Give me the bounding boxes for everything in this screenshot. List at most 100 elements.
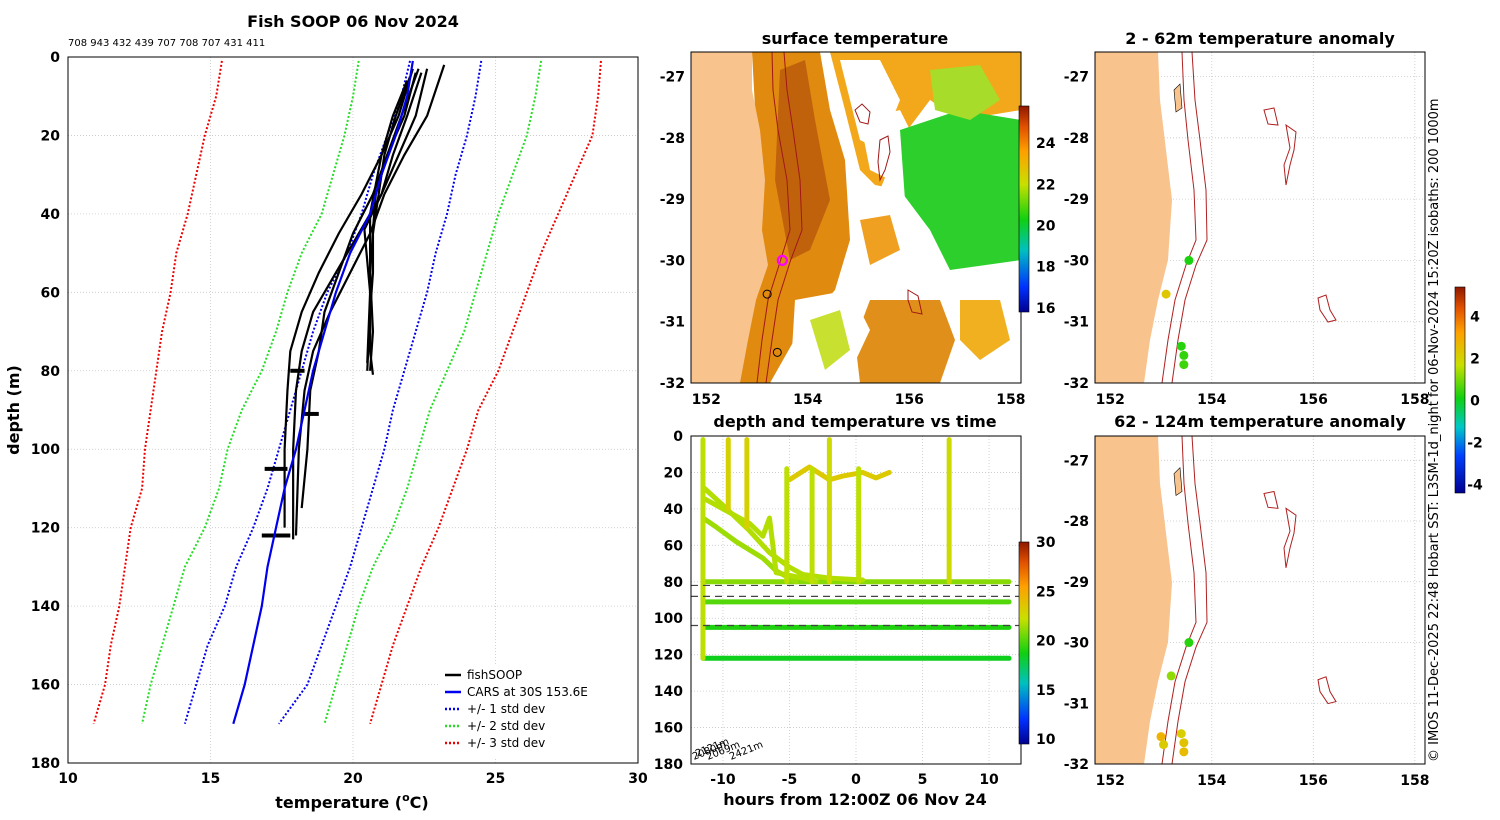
anomaly-shallow-land [1095, 52, 1172, 383]
anomaly-shallow-ytick-label: -28 [1064, 131, 1089, 147]
profile-ytick-label: 0 [50, 50, 60, 66]
legend-label-std3: +/- 3 std dev [467, 736, 545, 750]
profile-xtick-label: 15 [201, 771, 220, 787]
sst-seamount-1 [854, 103, 871, 125]
sst-colorbar-tick-label: 16 [1036, 301, 1055, 317]
ts-xtick-label: -10 [710, 772, 736, 788]
sst-panel: surface temperature [660, 29, 1056, 408]
timeseries-colorbar [1018, 541, 1030, 745]
profile-ylabel: depth (m) [4, 365, 23, 455]
profile-ytick-label: 40 [41, 207, 61, 223]
sst-ytick-label: -28 [660, 131, 685, 147]
sst-colorbar-tick-label: 22 [1036, 177, 1055, 193]
timeseries-panel: depth and temperature vs time -10 -5 0 5 100… [654, 412, 1056, 809]
anomaly-deep-seamount-3 [1317, 676, 1337, 705]
anomaly-shallow-xtick-label: 158 [1400, 392, 1429, 408]
anomaly-shallow-island [1173, 83, 1183, 113]
anomaly-shallow-anomaly-point [1179, 350, 1189, 360]
sst-xtick-label: 158 [996, 392, 1025, 408]
cars-climatology-line [232, 60, 414, 725]
anomaly-shallow-xtick-label: 154 [1197, 392, 1226, 408]
anomaly-deep-anomaly-point [1159, 740, 1169, 750]
sst-colorbar-tick-label: 24 [1036, 136, 1056, 152]
profile-legend: fishSOOP CARS at 30S 153.6E +/- 1 std de… [438, 664, 636, 758]
profile-xtick-label: 30 [628, 771, 648, 787]
std2-minus-line [141, 60, 360, 724]
anomaly-shallow-anomaly-point [1184, 255, 1194, 265]
anomaly-deep-xtick-label: 154 [1197, 773, 1226, 789]
profile-ytick-label: 180 [31, 756, 60, 772]
ts-ytick-label: 0 [673, 429, 683, 445]
std2-plus-line [323, 60, 543, 725]
anomaly-deep-anomaly-point [1179, 738, 1189, 748]
ts-xtick-label: 5 [918, 772, 928, 788]
anomaly-deep-anomaly-point [1184, 638, 1194, 648]
anomaly-deep-ytick-label: -32 [1064, 757, 1089, 773]
anomaly-shallow-ytick-label: -31 [1064, 315, 1089, 331]
profile-title: Fish SOOP 06 Nov 2024 [247, 12, 459, 31]
fishsoop-profile-line [294, 64, 446, 536]
ts-ytick-label: 180 [654, 757, 683, 773]
sst-xtick-label: 156 [895, 392, 924, 408]
ts-ytick-label: 100 [654, 611, 683, 627]
legend-label-std2: +/- 2 std dev [467, 719, 545, 733]
ts-colorbar-tick-label: 15 [1036, 683, 1055, 699]
ts-xtick-label: 10 [979, 772, 999, 788]
profile-ytick-label: 20 [41, 128, 61, 144]
anomaly-deep-seamount-1 [1263, 490, 1279, 509]
anomaly-deep-title: 62 - 124m temperature anomaly [1114, 412, 1406, 431]
sst-ytick-label: -29 [660, 192, 685, 208]
legend-label-fishsoop: fishSOOP [467, 668, 522, 682]
anomaly-shallow-xtick-label: 152 [1096, 392, 1125, 408]
profile-xlabel-end: C) [410, 793, 429, 812]
std1-plus-line [278, 60, 483, 725]
anomaly-colorbar-tick-label: -4 [1467, 478, 1483, 494]
anomaly-shallow-isobath-1000m [1171, 52, 1208, 383]
profile-axes-frame [67, 56, 639, 764]
sst-ytick-label: -32 [660, 376, 685, 392]
anomaly-shallow-seamount-1 [1263, 107, 1279, 126]
anomaly-deep-xtick-label: 152 [1096, 773, 1125, 789]
anomaly-shallow-xtick-label: 156 [1299, 392, 1328, 408]
ts-xtick-label: -5 [782, 772, 798, 788]
sst-seamount-2 [877, 135, 891, 182]
anomaly-colorbar [1454, 286, 1466, 494]
sst-isobath-1000m [765, 52, 803, 383]
ts-ytick-label: 60 [664, 538, 684, 554]
sst-land [691, 52, 768, 383]
anomaly-deep-ytick-label: -28 [1064, 514, 1089, 530]
profile-xlabel-sup: o [402, 791, 410, 804]
sst-profile-marker-1 [776, 254, 788, 267]
sst-ytick-label: -31 [660, 315, 685, 331]
legend-label-std1: +/- 1 std dev [467, 702, 545, 716]
ts-colorbar-tick-label: 25 [1036, 584, 1055, 600]
fishsoop-profile-line [292, 68, 429, 540]
anomaly-deep-ytick-label: -29 [1064, 575, 1089, 591]
profile-ytick-label: 60 [41, 285, 61, 301]
anomaly-shallow-isobath-200m [1161, 52, 1197, 383]
ts-colorbar-tick-label: 20 [1036, 634, 1056, 650]
anomaly-deep-isobath-200m [1161, 436, 1197, 764]
timeseries-title: depth and temperature vs time [713, 412, 996, 431]
sst-xtick-label: 154 [793, 392, 822, 408]
legend-label-cars: CARS at 30S 153.6E [467, 685, 588, 699]
anomaly-colorbar-tick-label: 0 [1470, 394, 1480, 410]
ts-ytick-label: 160 [654, 721, 683, 737]
anomaly-colorbar-tick-label: 2 [1470, 351, 1480, 367]
profile-ytick-label: 80 [41, 364, 61, 380]
anomaly-shallow-ytick-label: -27 [1064, 70, 1089, 86]
std3-plus-line [369, 60, 602, 725]
anomaly-deep-seamount-2 [1283, 507, 1297, 568]
ts-ytick-label: 20 [664, 465, 684, 481]
anomaly-deep-axes-frame [1094, 435, 1426, 765]
sst-xtick-label: 152 [692, 392, 721, 408]
ts-xtick-label: 0 [851, 772, 861, 788]
sst-profile-marker-2 [762, 289, 772, 299]
ts-ytick-label: 40 [664, 502, 684, 518]
anomaly-shallow-ytick-label: -30 [1064, 253, 1090, 269]
side-caption: © IMOS 11-Dec-2025 22:48 Hobart SST: L3S… [1427, 98, 1442, 762]
ts-ytick-label: 140 [654, 684, 683, 700]
sst-profile-marker-3 [772, 347, 782, 357]
sst-field [735, 52, 1021, 383]
ts-colorbar-tick-label: 10 [1036, 732, 1056, 748]
